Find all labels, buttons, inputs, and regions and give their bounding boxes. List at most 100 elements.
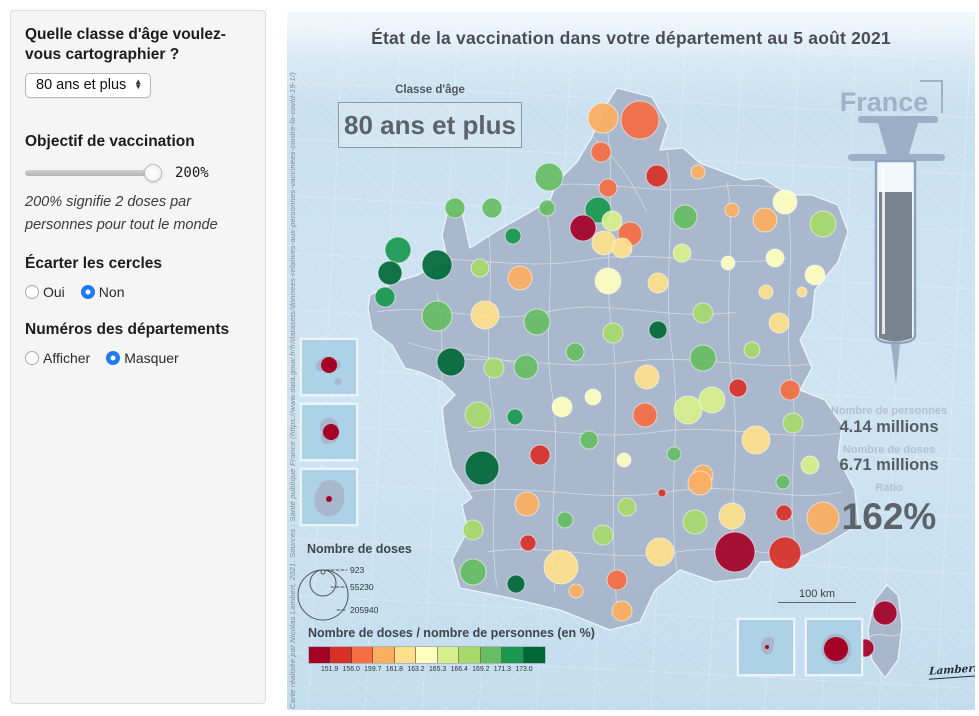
- department-circle: [804, 264, 826, 286]
- department-circle: [384, 236, 412, 264]
- radio-option-label: Non: [98, 284, 125, 301]
- radio-option[interactable]: Oui: [25, 284, 65, 300]
- department-circle: [483, 357, 505, 379]
- department-circle: [682, 509, 708, 535]
- color-swatch: [480, 647, 503, 663]
- inset-mayotte: [737, 618, 795, 676]
- department-circle: [741, 425, 771, 455]
- scale-label: 100 km: [798, 588, 836, 600]
- department-circle: [519, 534, 537, 552]
- age-class-select[interactable]: 80 ans et plus ▲ ▼: [25, 72, 152, 98]
- department-circle: [752, 207, 778, 233]
- radio-option[interactable]: Masquer: [106, 350, 179, 366]
- department-circle: [459, 558, 487, 586]
- department-circle: [421, 249, 453, 281]
- color-swatch: [309, 647, 331, 663]
- department-circle: [421, 300, 453, 332]
- department-circle: [775, 504, 793, 522]
- department-circle: [687, 470, 713, 496]
- doses-value: 6.71 millions: [839, 456, 939, 475]
- department-circle: [534, 162, 564, 192]
- radio-icon[interactable]: [25, 351, 39, 366]
- persons-value: 4.14 millions: [839, 417, 939, 436]
- department-circle: [758, 284, 774, 300]
- department-circle: [464, 401, 492, 429]
- age-class-caption: Classe d'âge: [395, 84, 465, 96]
- color-ramp: [308, 646, 546, 664]
- syringe-icon: [848, 116, 945, 384]
- inset-guadeloupe: [300, 338, 358, 396]
- department-circle: [743, 341, 761, 359]
- scale-line: [778, 602, 856, 603]
- department-circle: [796, 286, 808, 298]
- department-circle: [611, 237, 633, 259]
- department-circle: [506, 408, 524, 426]
- color-ramp-tick: 169.2: [472, 666, 490, 673]
- department-circle: [529, 444, 551, 466]
- department-circle: [718, 502, 746, 530]
- color-ramp-tick: 165.3: [428, 666, 447, 673]
- color-swatch: [373, 647, 395, 663]
- corsica: [867, 584, 903, 679]
- legend-colors-title: Nombre de doses / nombre de personnes (e…: [308, 626, 595, 640]
- department-circle: [513, 354, 539, 380]
- map-panel: État de la vaccination dans votre départ…: [287, 12, 975, 710]
- radio-icon[interactable]: [25, 285, 39, 300]
- persons-label: Nombre de personnes: [830, 405, 948, 417]
- ratio-label: Ratio: [875, 482, 903, 495]
- slider-track[interactable]: [25, 164, 162, 183]
- department-circle: [728, 378, 748, 398]
- department-circle: [464, 450, 500, 486]
- department-circle: [606, 569, 628, 591]
- radio-option[interactable]: Non: [80, 284, 125, 301]
- department-circle: [768, 536, 802, 570]
- department-circle: [672, 204, 698, 230]
- control-sidebar: Quelle classe d'âge voulez-vous cartogra…: [10, 10, 266, 704]
- department-circle: [724, 202, 740, 218]
- department-circle: [765, 248, 785, 268]
- department-circle: [666, 446, 682, 462]
- department-circle: [592, 524, 614, 546]
- radio-option[interactable]: Afficher: [25, 350, 90, 366]
- department-circle: [768, 312, 790, 334]
- department-circle: [689, 344, 717, 372]
- objective-slider[interactable]: 200%: [25, 164, 251, 183]
- radio-icon[interactable]: [106, 351, 121, 366]
- color-ramp-ticks: 151.9 156.0 159.7 161.8 163.2 165.3 166.4 169.2…: [308, 664, 546, 676]
- color-ramp-tick: 161.8: [385, 666, 404, 673]
- department-circle: [690, 164, 706, 180]
- color-ramp-tick: 163.2: [407, 666, 425, 673]
- department-circle: [579, 430, 599, 450]
- slider-handle[interactable]: [144, 164, 162, 183]
- slider-value: 200%: [175, 165, 209, 182]
- department-circle: [590, 141, 612, 163]
- stats-block: Nombre de personnes 4.14 millions Nombre…: [803, 398, 975, 538]
- radio-option-label: Afficher: [43, 350, 91, 367]
- department-circle: [720, 255, 736, 271]
- department-circle: [523, 308, 551, 336]
- ratio-value: 162%: [841, 495, 937, 537]
- department-circle: [872, 600, 898, 626]
- department-circle: [514, 491, 540, 517]
- title-band: [287, 12, 975, 62]
- department-circle: [565, 342, 585, 362]
- inset-circle: [321, 357, 337, 373]
- department-circle: [657, 488, 667, 498]
- department-circle: [436, 347, 466, 377]
- legend-colors: Nombre de doses / nombre de personnes (e…: [308, 626, 708, 676]
- department-circle: [506, 574, 526, 594]
- department-circle: [481, 197, 503, 219]
- department-circle: [462, 519, 484, 541]
- department-circle: [556, 511, 574, 529]
- department-numbers-radios: Afficher Masquer: [25, 350, 251, 366]
- department-numbers-label: Numéros des départements: [25, 321, 230, 339]
- radio-icon[interactable]: [80, 285, 95, 300]
- country-label-bracket: [920, 80, 943, 113]
- department-circle: [601, 210, 623, 232]
- department-circle: [444, 197, 466, 219]
- department-circle: [602, 322, 624, 344]
- age-class-select-value: 80 ans et plus: [36, 76, 127, 93]
- department-circle: [543, 549, 579, 585]
- color-swatch: [330, 647, 352, 663]
- department-circle: [377, 260, 403, 286]
